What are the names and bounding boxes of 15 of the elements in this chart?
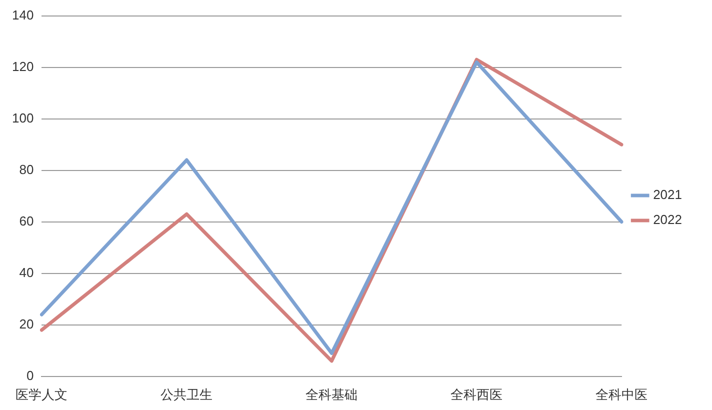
x-tick-label: 全科中医 (596, 386, 648, 402)
y-tick-label: 80 (19, 162, 34, 177)
x-tick-label: 医学人文 (16, 386, 68, 402)
y-tick-label: 40 (19, 264, 34, 280)
legend-label: 2021 (653, 187, 682, 202)
legend-label: 2022 (653, 212, 682, 228)
y-tick-label: 120 (12, 58, 34, 74)
y-tick-label: 0 (26, 368, 34, 383)
x-tick-label: 全科西医 (450, 386, 503, 402)
y-tick-label: 140 (12, 7, 34, 22)
y-tick-label: 20 (19, 316, 34, 332)
y-tick-label: 60 (19, 213, 34, 228)
y-tick-label: 100 (12, 110, 34, 126)
x-tick-label: 全科基础 (306, 386, 358, 402)
x-tick-label: 公共卫生 (160, 386, 213, 402)
